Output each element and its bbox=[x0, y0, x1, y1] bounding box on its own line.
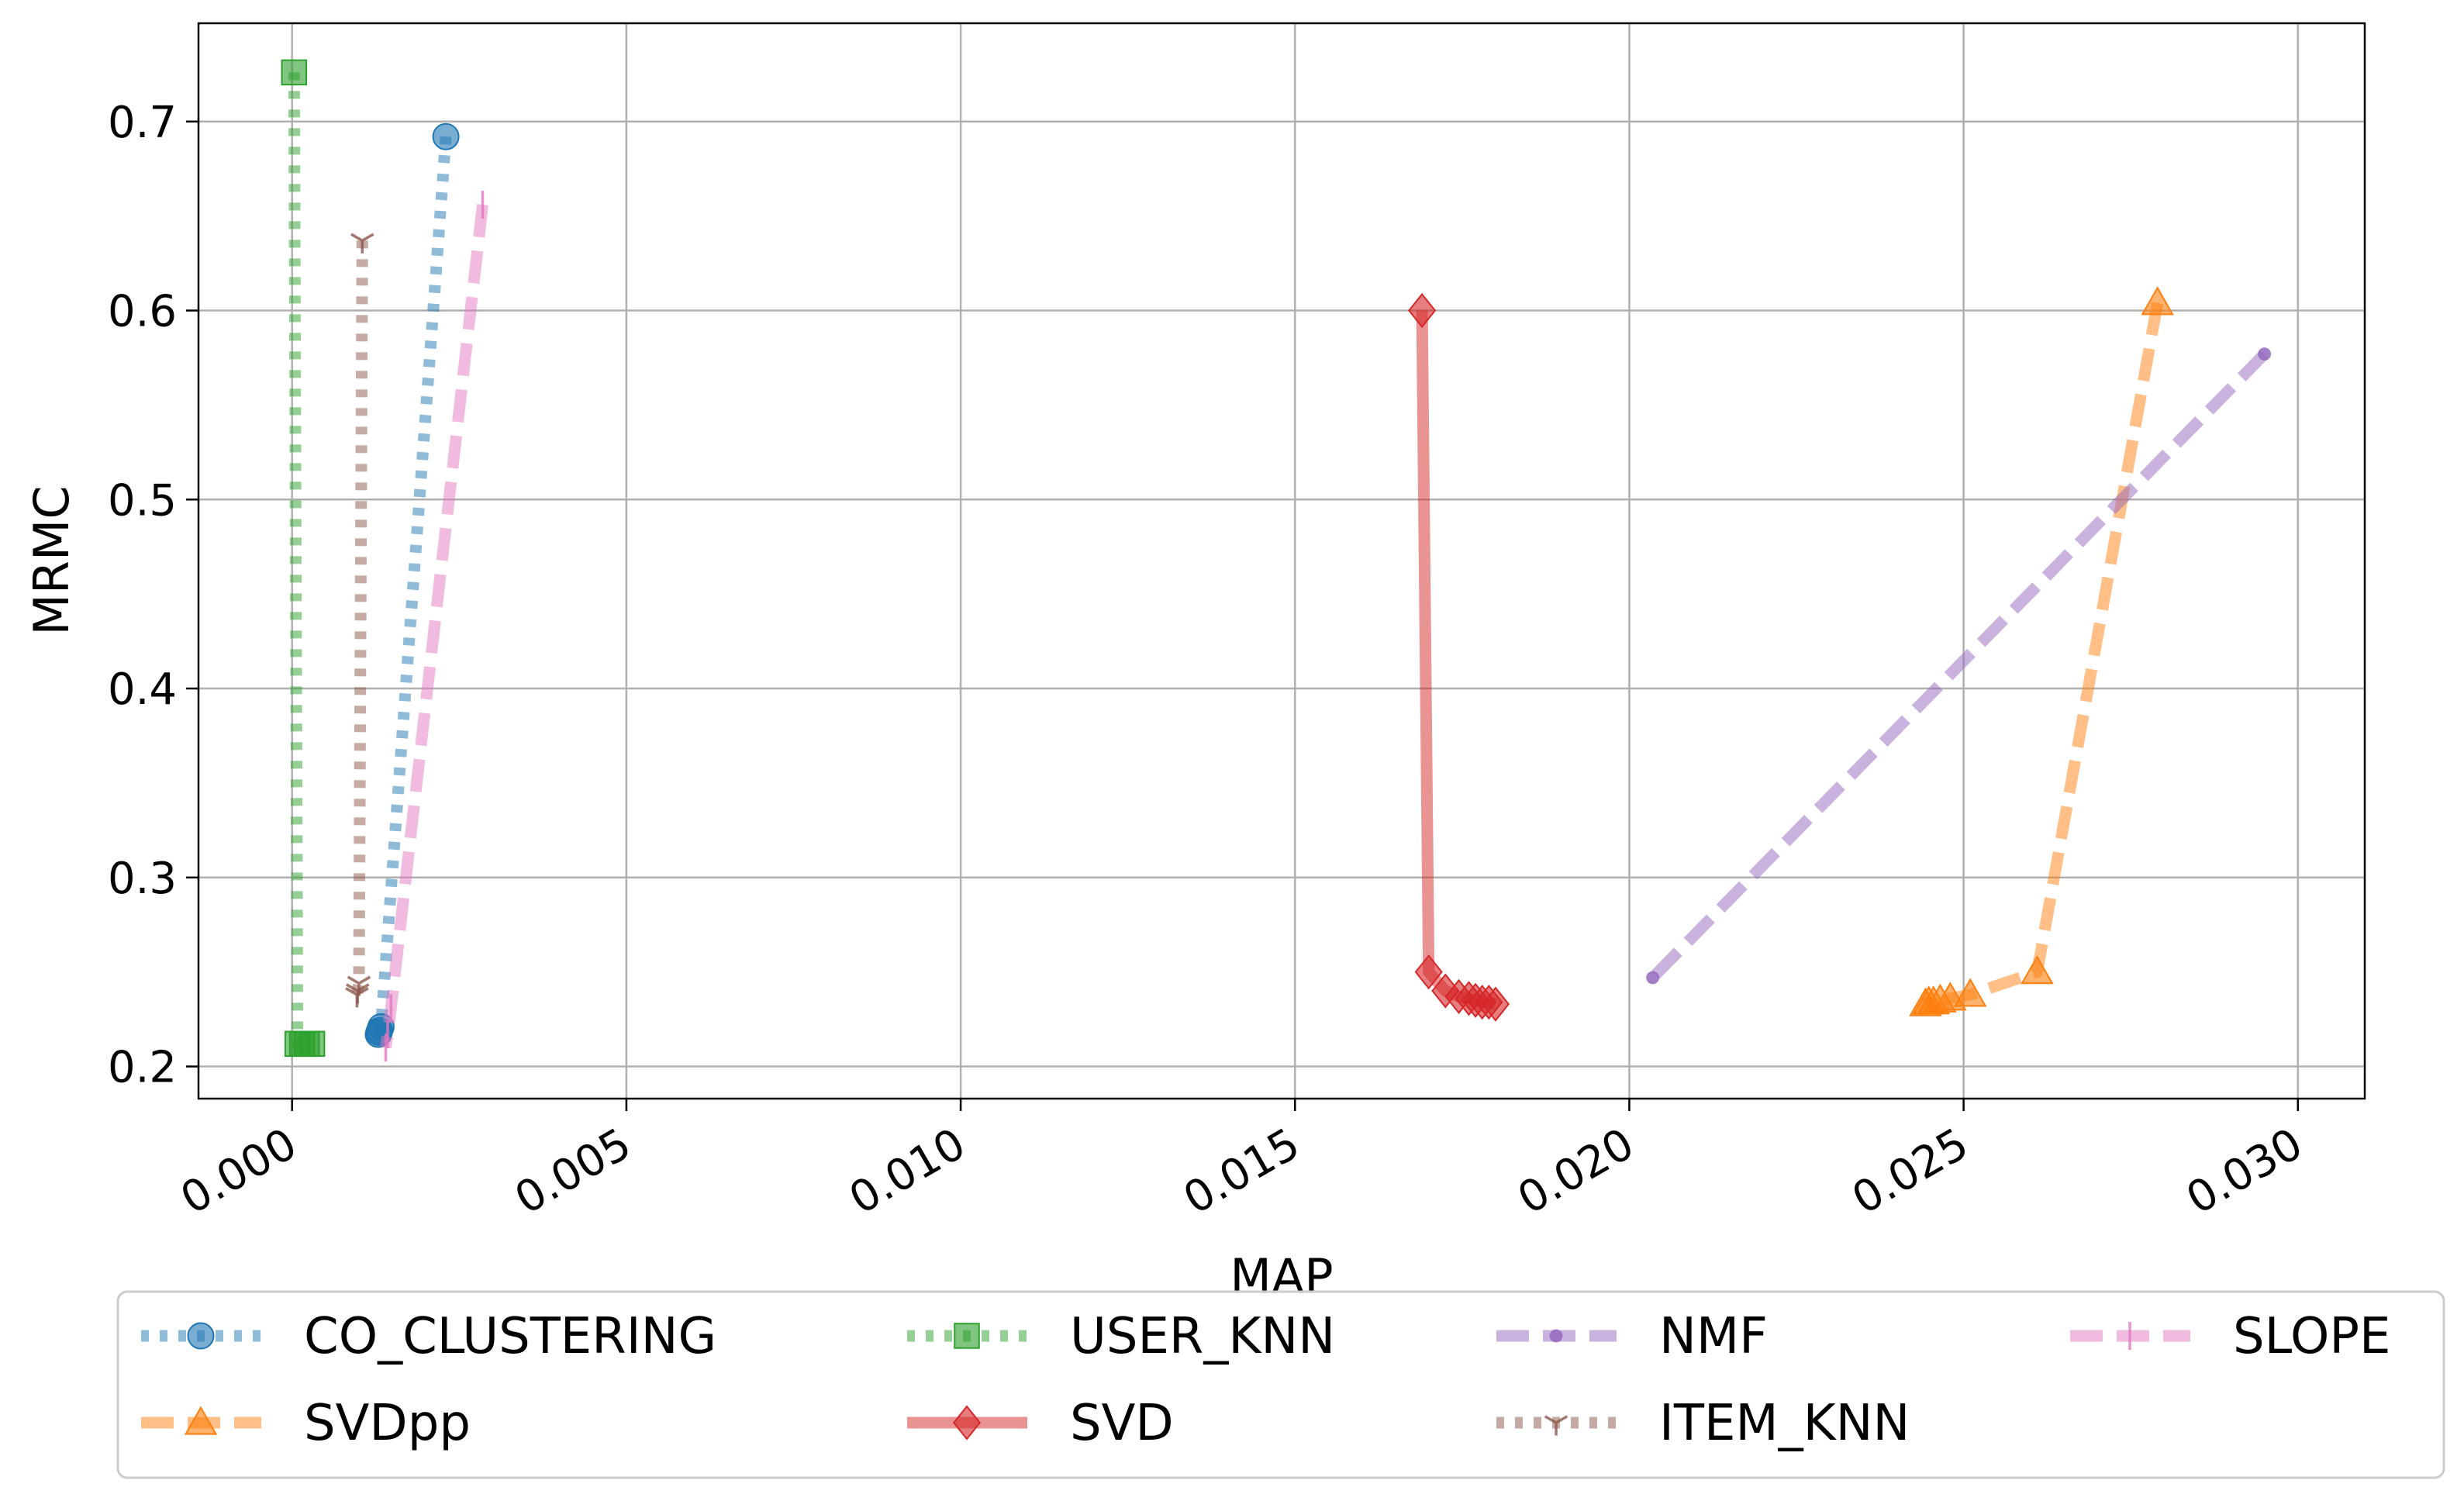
legend-label: CO_CLUSTERING bbox=[304, 1308, 716, 1365]
y-axis-label: MRMC bbox=[23, 485, 80, 635]
axis-ticks: 0.000 0.005 0.010 0.015 0.020 0.025 0.030 0.2 0.… bbox=[108, 98, 2311, 1225]
series-svd bbox=[1408, 292, 1510, 1022]
x-tick-label: 0.010 bbox=[841, 1119, 974, 1224]
series-line-nmf bbox=[1648, 350, 2269, 982]
y-tick-label: 0.5 bbox=[108, 475, 177, 526]
data-point-nmf bbox=[1646, 971, 1660, 985]
series-line-user-knn bbox=[288, 72, 313, 1050]
data-point-user-knn bbox=[281, 59, 308, 86]
legend-marker bbox=[952, 1405, 982, 1441]
series-user-knn bbox=[281, 59, 326, 1058]
legend-marker bbox=[1544, 1415, 1568, 1436]
data-point-svdpp bbox=[2021, 955, 2054, 985]
x-tick-label: 0.000 bbox=[172, 1119, 305, 1224]
legend-marker bbox=[187, 1322, 215, 1350]
data-point-svd bbox=[1408, 292, 1437, 329]
data-point-item-knn bbox=[345, 987, 369, 1008]
series-line-item-knn bbox=[350, 240, 368, 997]
y-tick-label: 0.6 bbox=[108, 287, 177, 337]
legend-item-co-clustering: CO_CLUSTERING bbox=[141, 1308, 716, 1365]
legend-marker bbox=[1549, 1329, 1563, 1343]
data-point-svdpp bbox=[1953, 978, 1987, 1007]
legend-item-slope: SLOPE bbox=[2070, 1308, 2390, 1365]
legend-item-svd: SVD bbox=[907, 1395, 1174, 1452]
legend-item-svdpp: SVDpp bbox=[141, 1395, 471, 1452]
legend-item-nmf: NMF bbox=[1496, 1308, 1768, 1365]
y-tick-label: 0.7 bbox=[108, 98, 177, 148]
grid bbox=[198, 23, 2365, 1099]
data-point-svdpp bbox=[1909, 987, 1942, 1016]
legend-label: ITEM_KNN bbox=[1659, 1395, 1910, 1452]
legend-item-item-knn: ITEM_KNN bbox=[1496, 1395, 1910, 1452]
legend-marker bbox=[184, 1406, 218, 1435]
series-line-svd bbox=[1416, 310, 1497, 1010]
x-tick-label: 0.015 bbox=[1175, 1119, 1308, 1224]
y-tick-label: 0.2 bbox=[108, 1043, 177, 1093]
legend-label: SLOPE bbox=[2233, 1308, 2390, 1365]
data-point-item-knn bbox=[350, 233, 374, 254]
y-tick-label: 0.3 bbox=[108, 854, 177, 904]
legend-label: USER_KNN bbox=[1070, 1308, 1335, 1365]
data-point-svdpp bbox=[2141, 286, 2174, 316]
series-layer bbox=[281, 59, 2272, 1062]
data-point-nmf bbox=[2258, 347, 2272, 361]
x-tick-label: 0.020 bbox=[1510, 1119, 1642, 1224]
data-point-svd bbox=[1481, 986, 1510, 1022]
series-nmf bbox=[1646, 347, 2272, 985]
legend-label: SVD bbox=[1070, 1395, 1174, 1452]
series-svdpp bbox=[1909, 286, 2174, 1016]
legend-label: SVDpp bbox=[304, 1395, 471, 1452]
series-slope bbox=[380, 191, 488, 1062]
legend-marker bbox=[954, 1323, 980, 1349]
y-tick-label: 0.4 bbox=[108, 664, 177, 715]
x-tick-label: 0.030 bbox=[2178, 1119, 2310, 1224]
legend-item-user-knn: USER_KNN bbox=[907, 1308, 1335, 1365]
plot-frame bbox=[197, 22, 2366, 1100]
data-point-user-knn bbox=[299, 1030, 326, 1058]
x-tick-label: 0.025 bbox=[1844, 1119, 1976, 1224]
series-line-svdpp bbox=[1922, 302, 2164, 1009]
legend-label: NMF bbox=[1659, 1308, 1768, 1365]
x-tick-label: 0.005 bbox=[507, 1119, 640, 1224]
series-line-slope bbox=[380, 204, 488, 1049]
legend-frame bbox=[116, 1290, 2445, 1479]
data-point-svd bbox=[1414, 954, 1443, 990]
data-point-co-clustering bbox=[432, 122, 460, 150]
series-item-knn bbox=[345, 233, 374, 1008]
legend: CO_CLUSTERING SVDpp USER_KNN SVD NMF ITEM_KNN… bbox=[116, 1290, 2445, 1479]
